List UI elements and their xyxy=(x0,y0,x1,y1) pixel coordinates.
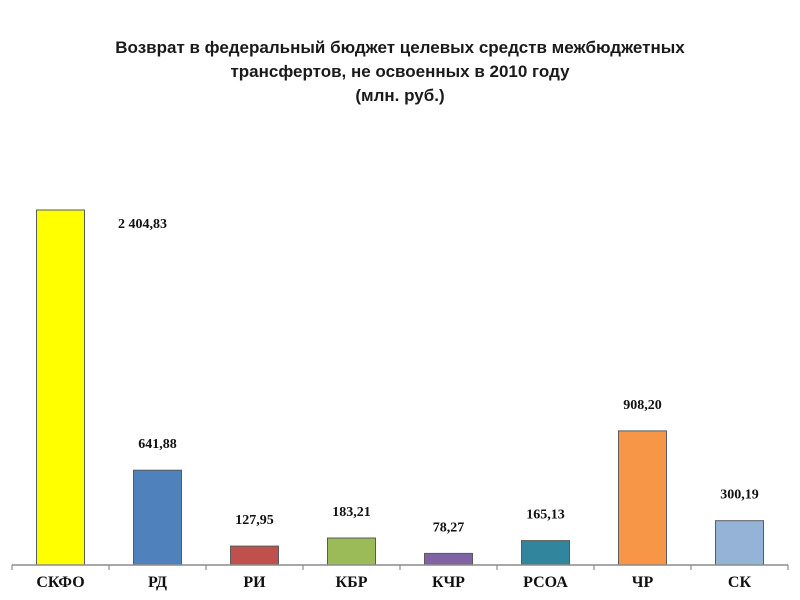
data-label: 165,13 xyxy=(526,508,565,523)
category-label: РСОА xyxy=(523,574,568,591)
bars-group xyxy=(36,209,764,566)
bar-1 xyxy=(36,209,85,566)
labels-group: 2 404,83 СКФО 641,88 РД 127,95 РИ 183,21 КБР 78,… xyxy=(36,217,758,591)
category-label: РИ xyxy=(243,574,266,591)
data-label: 908,20 xyxy=(623,398,662,413)
chart-title: Возврат в федеральный бюджет целевых сре… xyxy=(0,36,800,108)
data-label: 2 404,83 xyxy=(118,217,167,232)
category-label: РД xyxy=(148,574,167,591)
category-label: ЧР xyxy=(632,574,654,591)
data-label: 183,21 xyxy=(332,505,371,520)
category-label: КЧР xyxy=(432,574,465,591)
x-axis-ticks xyxy=(11,565,789,570)
data-label: 78,27 xyxy=(433,520,465,535)
bar-5 xyxy=(424,552,473,566)
category-label: КБР xyxy=(336,574,368,591)
bar-3 xyxy=(230,545,279,566)
data-label: 300,19 xyxy=(720,488,759,503)
category-label: СКФО xyxy=(36,574,84,591)
chart-title-line-1: Возврат в федеральный бюджет целевых сре… xyxy=(115,38,685,57)
category-label: СК xyxy=(728,574,752,591)
bar-8 xyxy=(715,520,764,566)
bar-6 xyxy=(521,540,570,566)
bar-7 xyxy=(618,430,667,566)
bar-2 xyxy=(133,469,182,566)
chart-title-line-2: трансфертов, не освоенных в 2010 году xyxy=(230,62,570,81)
data-label: 127,95 xyxy=(235,513,274,528)
chart-title-line-3: (млн. руб.) xyxy=(355,86,445,105)
data-label: 641,88 xyxy=(138,437,177,452)
bar-4 xyxy=(327,537,376,566)
